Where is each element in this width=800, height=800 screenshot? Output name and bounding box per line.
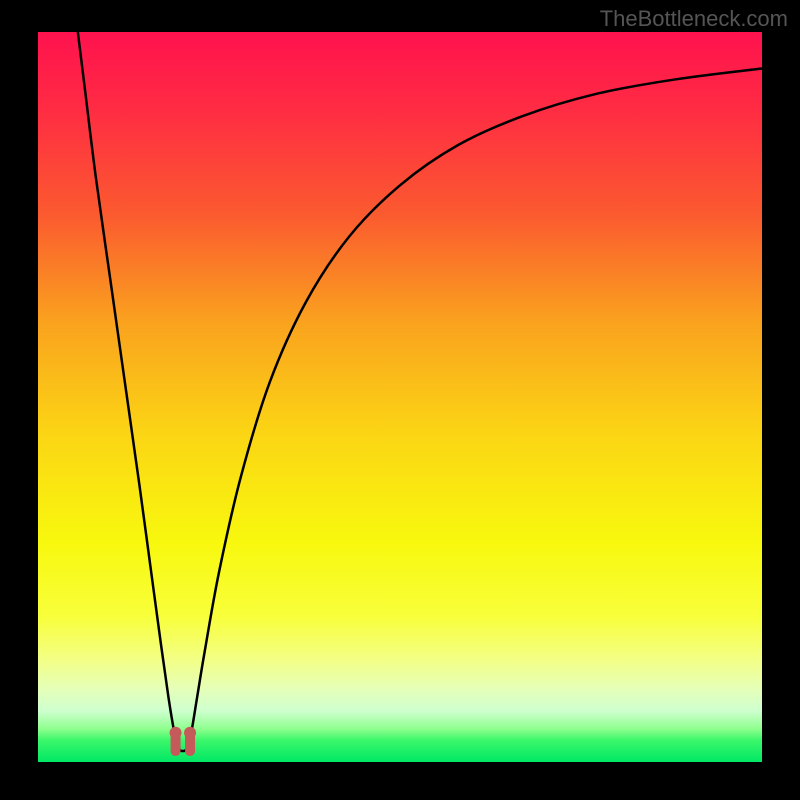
chart-svg	[0, 0, 800, 800]
watermark-text: TheBottleneck.com	[600, 6, 788, 32]
bottleneck-chart: TheBottleneck.com	[0, 0, 800, 800]
plot-background	[38, 32, 762, 762]
